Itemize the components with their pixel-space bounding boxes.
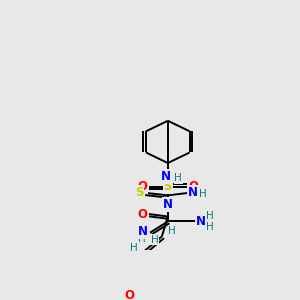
- Text: O: O: [124, 289, 134, 300]
- Text: H: H: [174, 173, 182, 183]
- Text: H: H: [130, 243, 137, 253]
- Text: H: H: [138, 234, 146, 244]
- Text: H: H: [168, 226, 176, 236]
- Text: N: N: [188, 186, 198, 199]
- Text: H: H: [206, 212, 214, 221]
- Text: O: O: [137, 180, 147, 193]
- Text: N: N: [161, 170, 171, 183]
- Text: H: H: [151, 235, 158, 244]
- Text: N: N: [138, 225, 148, 238]
- Text: N: N: [196, 215, 206, 229]
- Text: O: O: [189, 180, 199, 193]
- Text: S: S: [135, 186, 143, 200]
- Text: H: H: [206, 222, 214, 232]
- Text: N: N: [163, 198, 173, 211]
- Text: O: O: [138, 208, 148, 220]
- Text: S: S: [164, 180, 172, 193]
- Text: H: H: [199, 189, 207, 199]
